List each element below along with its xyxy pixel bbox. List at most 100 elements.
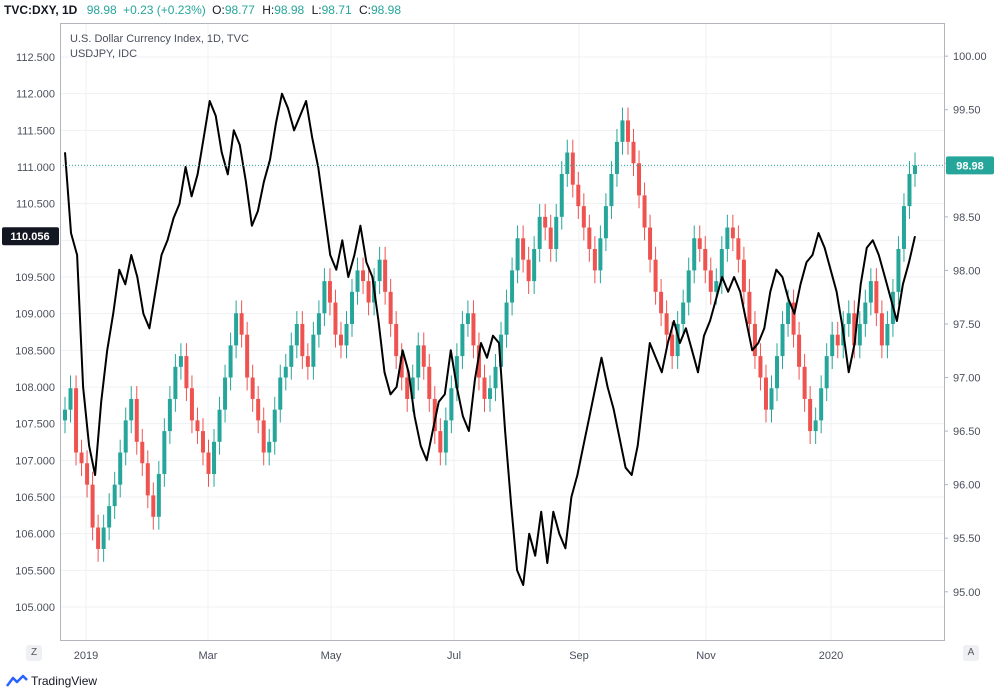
candle-body bbox=[769, 388, 774, 410]
candle-body bbox=[802, 366, 807, 399]
candle-body bbox=[813, 420, 818, 432]
candle-body bbox=[797, 334, 802, 367]
candle-body bbox=[245, 334, 250, 378]
candle-body bbox=[901, 206, 906, 249]
candle-body bbox=[85, 463, 90, 485]
close-label: C: bbox=[358, 3, 371, 17]
candle-body bbox=[283, 366, 288, 378]
candle-body bbox=[256, 398, 261, 421]
close-value: 98.98 bbox=[370, 3, 401, 17]
candle-body bbox=[697, 238, 702, 249]
tradingview-logo[interactable]: TradingView bbox=[6, 674, 97, 688]
candle-body bbox=[162, 431, 167, 474]
candle-body bbox=[791, 302, 796, 335]
candle-body bbox=[763, 377, 768, 410]
candle-body bbox=[79, 452, 84, 464]
candle-body bbox=[465, 313, 470, 324]
candle-body bbox=[383, 259, 388, 292]
candle-body bbox=[758, 356, 763, 378]
candle-body bbox=[421, 345, 426, 367]
candle-body bbox=[134, 398, 139, 442]
candle-body bbox=[675, 323, 680, 357]
candle-body bbox=[206, 452, 211, 474]
legend-usdjpy[interactable]: USDJPY, IDC bbox=[70, 48, 138, 60]
candle-body bbox=[686, 270, 691, 303]
chart-grid bbox=[60, 24, 944, 640]
candle-body bbox=[493, 366, 498, 389]
candle-body bbox=[63, 409, 67, 421]
left-tick-label: 111.000 bbox=[17, 162, 55, 174]
right-tick-label: 96.00 bbox=[953, 480, 981, 492]
left-tick-label: 108.000 bbox=[15, 382, 55, 394]
candle-body bbox=[184, 356, 189, 389]
left-tick-label: 112.500 bbox=[16, 52, 55, 64]
left-tick-label: 109.000 bbox=[15, 309, 55, 321]
candle-body bbox=[145, 463, 150, 496]
candle-body bbox=[554, 216, 559, 249]
candle-body bbox=[499, 334, 504, 367]
candle-body bbox=[460, 323, 465, 357]
low-label: L: bbox=[311, 3, 322, 17]
left-tick-label: 105.500 bbox=[15, 565, 55, 577]
candle-body bbox=[879, 313, 884, 346]
candle-body bbox=[752, 323, 757, 357]
left-tick-label: 106.500 bbox=[15, 492, 55, 504]
candle-body bbox=[907, 173, 912, 207]
candle-body bbox=[261, 420, 266, 453]
auto-scale-left-button[interactable]: Z bbox=[26, 645, 42, 661]
candle-body bbox=[344, 323, 349, 346]
candle-body bbox=[101, 527, 106, 549]
candle-body bbox=[642, 195, 647, 228]
candle-body bbox=[581, 206, 586, 228]
candle-body bbox=[123, 420, 128, 453]
last-price: 98.98 bbox=[86, 3, 117, 17]
candle-body bbox=[438, 431, 443, 453]
candle-body bbox=[90, 484, 95, 528]
left-tick-label: 110.500 bbox=[16, 199, 55, 211]
candle-body bbox=[548, 227, 553, 249]
symbol-header: TVC:DXY, 1D 98.98 +0.23 (+0.23%) O:98.77… bbox=[0, 0, 1001, 20]
x-tick-label: May bbox=[321, 650, 342, 662]
candle-body bbox=[670, 334, 675, 357]
left-tick-label: 105.000 bbox=[15, 602, 55, 614]
candle-body bbox=[195, 420, 200, 432]
auto-scale-right-button[interactable]: A bbox=[963, 645, 979, 661]
candle-body bbox=[305, 356, 310, 367]
candle-body bbox=[625, 120, 630, 142]
candle-body bbox=[708, 270, 713, 292]
candle-body bbox=[427, 366, 432, 399]
candle-body bbox=[311, 334, 316, 367]
candle-body bbox=[399, 356, 404, 378]
candle-body bbox=[432, 398, 437, 432]
candle-body bbox=[228, 345, 233, 378]
candle-body bbox=[316, 313, 321, 335]
open-value: 98.77 bbox=[224, 3, 255, 17]
candle-body bbox=[846, 313, 851, 324]
x-tick-label: 2020 bbox=[819, 650, 843, 662]
left-tick-label: 106.000 bbox=[15, 529, 55, 541]
symbol-name[interactable]: TVC:DXY, 1D bbox=[4, 3, 78, 17]
candle-body bbox=[631, 141, 636, 164]
candle-body bbox=[294, 323, 299, 346]
candle-body bbox=[366, 281, 371, 303]
candle-body bbox=[118, 452, 123, 485]
candle-body bbox=[868, 281, 873, 303]
x-tick-label: Sep bbox=[569, 650, 589, 662]
legend-dxy[interactable]: U.S. Dollar Currency Index, 1D, TVC bbox=[70, 33, 249, 45]
candle-body bbox=[454, 356, 459, 389]
candle-body bbox=[913, 165, 917, 174]
candle-body bbox=[388, 291, 393, 324]
candle-body bbox=[482, 377, 487, 399]
candle-body bbox=[189, 388, 194, 421]
candle-body bbox=[620, 120, 625, 142]
candle-body bbox=[250, 377, 255, 399]
right-tick-label: 95.00 bbox=[953, 587, 981, 599]
candle-body bbox=[648, 227, 653, 260]
candle-body bbox=[736, 238, 741, 260]
candle-body bbox=[156, 473, 161, 517]
candle-body bbox=[598, 238, 603, 271]
candle-body bbox=[592, 248, 597, 271]
candle-body bbox=[637, 163, 642, 196]
candle-body bbox=[112, 484, 117, 507]
